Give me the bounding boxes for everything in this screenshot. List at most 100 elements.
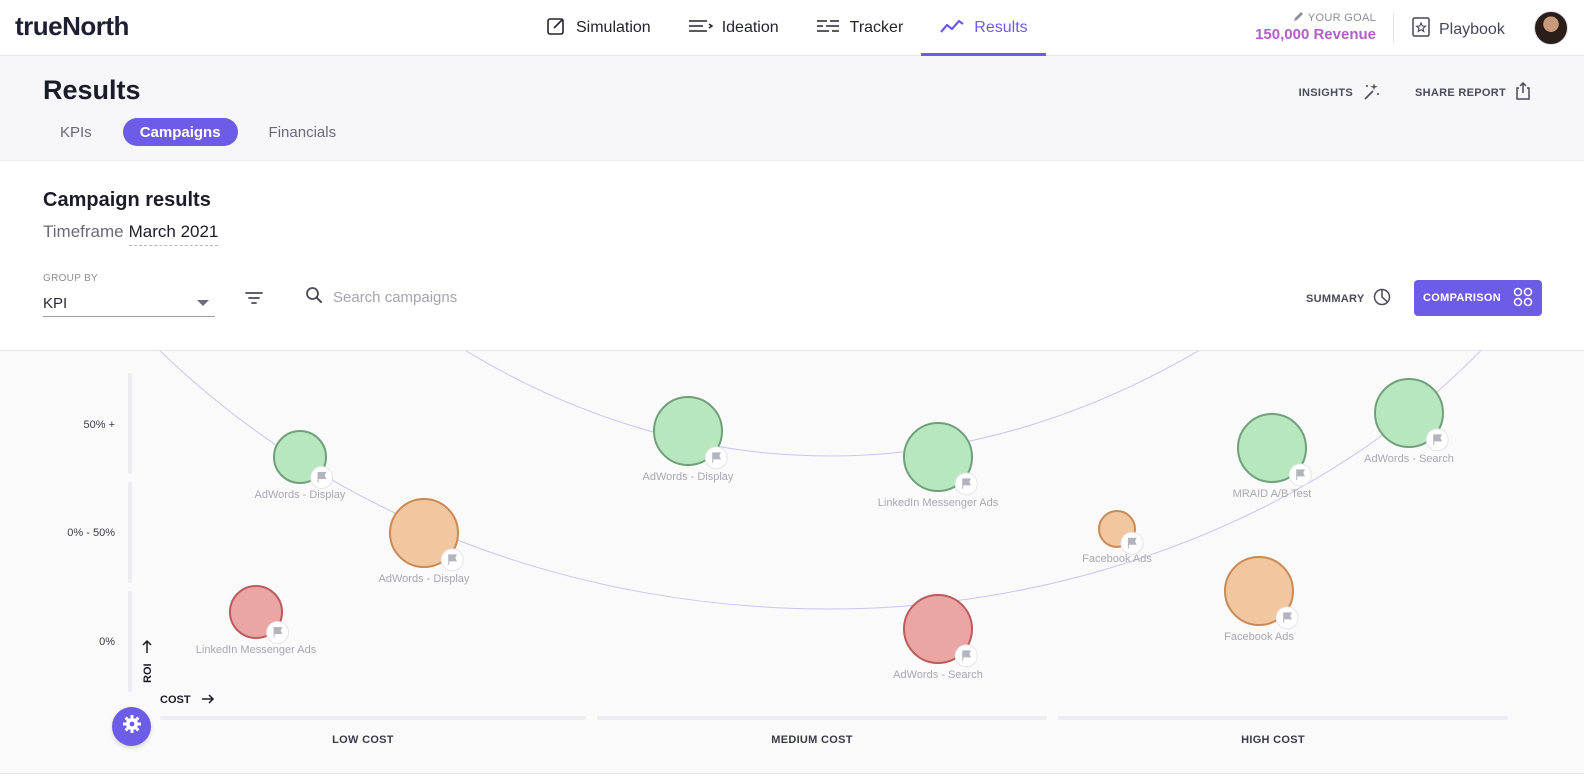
flag-icon — [712, 452, 722, 463]
nav-item-ideation[interactable]: Ideation — [669, 0, 797, 56]
gear-icon — [122, 714, 142, 739]
filter-icon[interactable] — [243, 288, 265, 308]
campaign-bubble[interactable]: LinkedIn Messenger Ads — [196, 585, 317, 656]
guide-arc — [159, 351, 1481, 610]
flag-icon — [1296, 469, 1306, 480]
x-tick-label: MEDIUM COST — [771, 734, 853, 746]
group-by-select[interactable]: KPI — [43, 290, 215, 317]
group-by-label: GROUP BY — [43, 273, 99, 284]
timeframe-label: Timeframe — [43, 222, 124, 241]
x-axis-title: COST — [160, 694, 191, 706]
trend-line-icon — [939, 15, 965, 42]
bubble-label: AdWords - Display — [255, 489, 346, 501]
book-star-icon — [1411, 16, 1431, 43]
divider — [1393, 13, 1394, 43]
top-bar: trueNorth Simulation Ideation Tracker Re… — [0, 0, 1584, 56]
share-label: SHARE REPORT — [1415, 86, 1506, 99]
campaign-bubble-chart: 0% 0% - 50% 50% + LOW COST MEDIUM COST HIGH … — [0, 350, 1584, 774]
y-tick-label: 0% — [99, 636, 115, 648]
flag-icon — [448, 554, 458, 565]
results-tabs: KPIs Campaigns Financials — [43, 118, 353, 146]
goal-value: 150,000 Revenue — [1255, 26, 1376, 43]
summary-button[interactable]: SUMMARY — [1306, 288, 1391, 309]
campaign-bubble[interactable]: AdWords - Display — [379, 498, 470, 585]
pencil-icon — [1293, 11, 1304, 25]
nav-item-tracker[interactable]: Tracker — [797, 0, 922, 56]
bubble-label: LinkedIn Messenger Ads — [196, 644, 317, 656]
tab-kpis[interactable]: KPIs — [60, 123, 92, 141]
nav-item-label: Simulation — [576, 19, 651, 36]
bubble-circle — [1237, 413, 1307, 483]
flag-icon — [962, 650, 972, 661]
pie-chart-icon — [1373, 288, 1391, 309]
group-by-value: KPI — [43, 294, 68, 312]
goal-label: YOUR GOAL — [1307, 12, 1376, 24]
campaign-bubble[interactable]: AdWords - Display — [255, 430, 346, 501]
bubble-label: LinkedIn Messenger Ads — [878, 497, 999, 509]
comparison-label: COMPARISON — [1423, 292, 1501, 304]
bubble-label: AdWords - Display — [643, 471, 734, 483]
nav-item-label: Ideation — [721, 19, 779, 36]
timeframe-selector[interactable]: March 2021 — [128, 222, 219, 246]
campaign-bubble[interactable]: Facebook Ads — [1082, 510, 1152, 565]
grid-circles-icon — [1513, 287, 1533, 310]
campaign-bubble[interactable]: AdWords - Search — [1364, 378, 1454, 465]
section-title: Campaign results — [43, 189, 211, 211]
bubble-label: Facebook Ads — [1224, 631, 1294, 643]
arrow-right-icon — [202, 694, 215, 704]
campaign-bubble[interactable]: AdWords - Search — [893, 594, 983, 681]
goal-widget[interactable]: YOUR GOAL 150,000 Revenue — [1240, 11, 1376, 43]
bubble-label: AdWords - Display — [379, 573, 470, 585]
bubble-circle — [653, 396, 723, 466]
chart-svg: 0% 0% - 50% 50% + LOW COST MEDIUM COST HIGH … — [67, 351, 1508, 746]
x-tick-label: HIGH COST — [1241, 734, 1305, 746]
y-tick-label: 50% + — [84, 419, 116, 431]
tab-campaigns[interactable]: Campaigns — [122, 118, 238, 146]
playbook-button[interactable]: Playbook — [1411, 16, 1505, 43]
campaign-bubble[interactable]: Facebook Ads — [1224, 556, 1299, 643]
tracker-icon — [815, 15, 841, 42]
bubble-circle — [903, 594, 973, 664]
flag-icon — [273, 627, 283, 638]
magic-wand-icon — [1361, 81, 1381, 104]
campaign-bubble[interactable]: AdWords - Display — [643, 396, 734, 483]
y-band — [128, 591, 132, 692]
arrow-up-icon — [142, 639, 152, 653]
campaign-bubble[interactable]: LinkedIn Messenger Ads — [878, 422, 999, 509]
search-icon — [305, 286, 323, 309]
nav-item-label: Tracker — [849, 19, 904, 36]
flag-icon — [1127, 537, 1137, 549]
edit-square-icon — [545, 15, 567, 42]
page-title: Results — [43, 75, 141, 105]
x-band — [160, 716, 586, 720]
group-by: GROUP BY KPI — [43, 273, 215, 317]
flag-icon — [317, 472, 327, 483]
y-band — [128, 373, 132, 474]
insights-label: INSIGHTS — [1298, 86, 1353, 99]
share-report-button[interactable]: SHARE REPORT — [1415, 81, 1532, 104]
flag-icon — [1283, 612, 1293, 623]
chart-settings-button[interactable] — [112, 707, 151, 746]
timeframe: Timeframe March 2021 — [43, 222, 219, 246]
search-input[interactable] — [333, 289, 553, 306]
tab-financials[interactable]: Financials — [268, 123, 337, 141]
bubble-circle — [1224, 556, 1294, 626]
share-icon — [1514, 81, 1532, 104]
nav-item-results[interactable]: Results — [921, 0, 1047, 56]
playbook-label: Playbook — [1439, 20, 1505, 38]
nav-item-simulation[interactable]: Simulation — [527, 0, 669, 56]
app-logo[interactable]: trueNorth — [15, 11, 129, 41]
campaign-bubble[interactable]: MRAID A/B Test — [1233, 413, 1312, 500]
results-header: Results KPIs Campaigns Financials INSIGH… — [0, 56, 1584, 161]
search-bar — [305, 286, 553, 309]
summary-label: SUMMARY — [1306, 292, 1365, 305]
insights-button[interactable]: INSIGHTS — [1299, 81, 1381, 104]
bubble-circle — [1374, 378, 1444, 448]
y-band — [128, 482, 132, 583]
bubble-label: MRAID A/B Test — [1233, 488, 1312, 500]
x-tick-label: LOW COST — [332, 734, 394, 746]
caret-down-icon — [197, 300, 209, 306]
comparison-button[interactable]: COMPARISON — [1414, 280, 1542, 316]
flag-icon — [1433, 434, 1443, 445]
avatar[interactable] — [1534, 11, 1568, 45]
